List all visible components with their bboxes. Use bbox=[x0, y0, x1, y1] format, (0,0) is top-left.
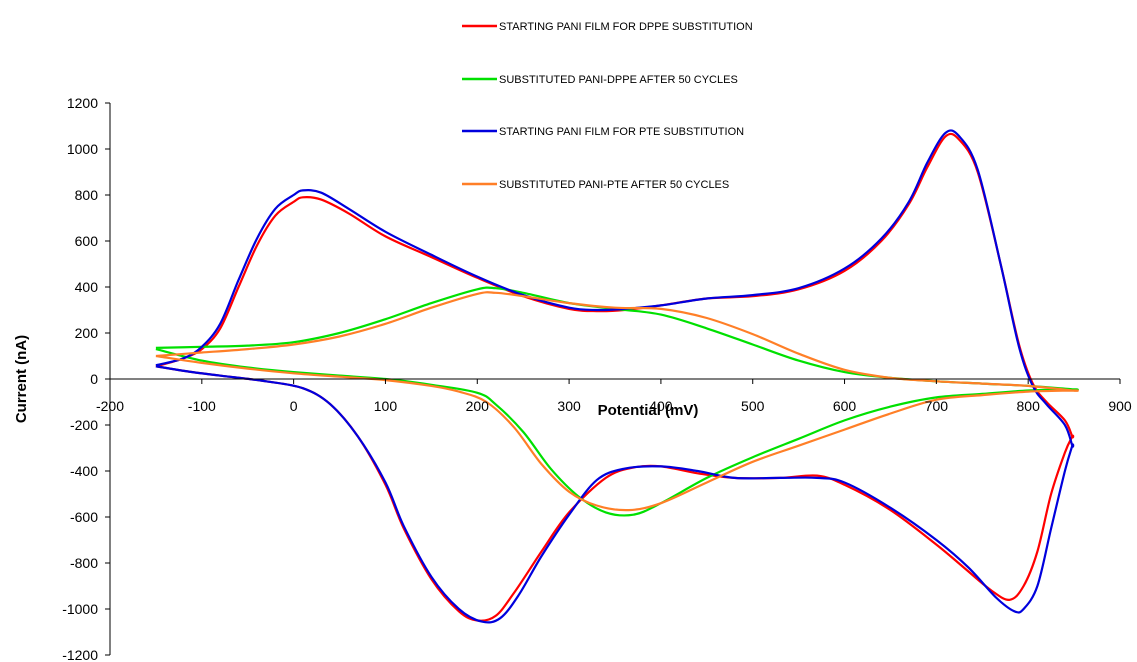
series-pte-substituted-line bbox=[155, 291, 1079, 512]
y-ticks: 1200 1000 800 600 400 200 0 -200 -400 -600 -800 -10… bbox=[62, 95, 110, 662]
y-tick-label: -800 bbox=[70, 555, 98, 571]
legend-label: SUBSTITUTED PANI-PTE AFTER 50 CYCLES bbox=[499, 179, 729, 191]
x-tick-label: 800 bbox=[1017, 398, 1041, 414]
legend-label: SUBSTITUTED PANI-DPPE AFTER 50 CYCLES bbox=[499, 74, 738, 86]
x-tick-label: 600 bbox=[833, 398, 857, 414]
y-tick-label: -1200 bbox=[62, 647, 98, 662]
y-tick-label: -1000 bbox=[62, 601, 98, 617]
x-tick-label: 900 bbox=[1108, 398, 1132, 414]
y-tick-label: 200 bbox=[75, 325, 99, 341]
x-ticks: -200 -100 0 100 200 300 400 500 600 700 800 900 bbox=[96, 379, 1132, 414]
y-tick-label: -200 bbox=[70, 417, 98, 433]
y-axis-title: Current (nA) bbox=[13, 335, 30, 423]
y-tick-label: 600 bbox=[75, 233, 99, 249]
x-axis-title: Potential (mV) bbox=[598, 402, 699, 419]
x-tick-label: 700 bbox=[925, 398, 949, 414]
y-tick-label: 800 bbox=[75, 187, 99, 203]
x-tick-label: 0 bbox=[290, 398, 298, 414]
x-tick-label: 400 bbox=[649, 398, 673, 414]
y-tick-label: 0 bbox=[90, 371, 98, 387]
x-tick-label: 100 bbox=[374, 398, 398, 414]
x-tick-label: 500 bbox=[741, 398, 765, 414]
curves bbox=[155, 129, 1079, 624]
legend-label: STARTING PANI FILM FOR DPPE SUBSTITUTION bbox=[499, 21, 753, 33]
x-tick-label: -200 bbox=[96, 398, 124, 414]
x-tick-label: 200 bbox=[466, 398, 490, 414]
y-tick-label: -400 bbox=[70, 463, 98, 479]
y-tick-label: -600 bbox=[70, 509, 98, 525]
y-tick-label: 1000 bbox=[67, 141, 98, 157]
legend: STARTING PANI FILM FOR DPPE SUBSTITUTION… bbox=[462, 21, 753, 191]
series-dppe-substituted-line bbox=[155, 286, 1079, 517]
legend-label: STARTING PANI FILM FOR PTE SUBSTITUTION bbox=[499, 126, 744, 138]
x-tick-label: 300 bbox=[557, 398, 581, 414]
series-pte-start-line bbox=[155, 129, 1075, 624]
x-tick-label: -100 bbox=[188, 398, 216, 414]
y-tick-label: 400 bbox=[75, 279, 99, 295]
series-dppe-start-line bbox=[155, 132, 1075, 622]
y-tick-label: 1200 bbox=[67, 95, 98, 111]
